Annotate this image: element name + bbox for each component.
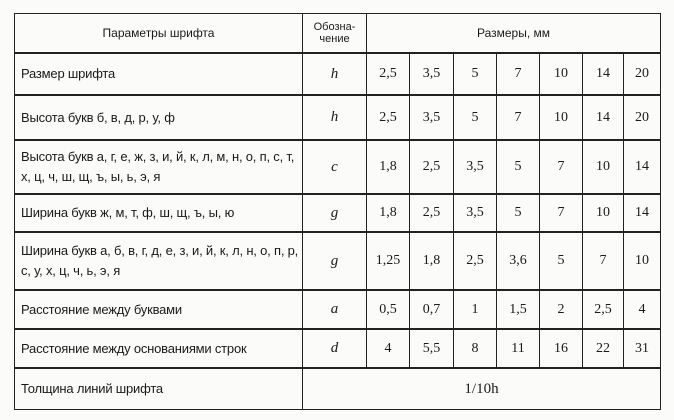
value-cell: 2 [539,289,583,330]
value-cell: 20 [623,94,661,141]
value-cell: 0,5 [366,289,410,330]
table-row-line-thickness: Толщина линий шрифта 1/10h [14,367,661,410]
value-cell: 7 [539,139,583,195]
value-cell: 1,8 [366,193,410,233]
value-cell: 1 [453,289,497,330]
param-cell: Расстояние между буквами [14,289,303,330]
param-cell: Высота букв б, в, д, р, у, ф [14,94,303,141]
table-row: Высота букв б, в, д, р, у, ф h 2,5 3,5 5 7 10 1… [14,94,661,141]
value-cell: 1,8 [366,139,410,195]
value-cell: 14 [623,139,661,195]
value-cell: 1/10h [302,367,661,410]
value-cell: 0,7 [409,289,454,330]
header-row: Параметры шрифта Обозна- чение Размеры, … [14,13,661,54]
value-cell: 5,5 [409,328,454,369]
value-cell: 5 [496,139,540,195]
symbol-cell: c [302,139,367,195]
value-cell: 22 [582,328,624,369]
value-cell: 3,5 [409,52,454,96]
value-cell: 2,5 [366,52,410,96]
value-cell: 11 [496,328,540,369]
symbol-cell: d [302,328,367,369]
value-cell: 4 [623,289,661,330]
font-parameters-table: Параметры шрифта Обозна- чение Размеры, … [14,13,661,410]
value-cell: 7 [496,94,540,141]
table-row: Расстояние между основаниями строк d 4 5,5 8… [14,328,661,369]
value-cell: 4 [366,328,410,369]
value-cell: 3,5 [453,139,497,195]
table-row: Ширина букв а, б, в, г, д, е, з, и, й, к… [14,231,661,291]
value-cell: 10 [539,52,583,96]
symbol-cell: h [302,52,367,96]
value-cell: 14 [623,193,661,233]
header-sizes: Размеры, мм [366,13,661,54]
symbol-cell: a [302,289,367,330]
param-cell: Ширина букв а, б, в, г, д, е, з, и, й, к… [14,231,303,291]
value-cell: 2,5 [409,193,454,233]
value-cell: 7 [496,52,540,96]
table-row: Ширина букв ж, м, т, ф, ш, щ, ъ, ы, ю g 1,… [14,193,661,233]
value-cell: 5 [453,52,497,96]
value-cell: 2,5 [366,94,410,141]
value-cell: 2,5 [582,289,624,330]
value-cell: 1,5 [496,289,540,330]
value-cell: 5 [539,231,583,291]
value-cell: 7 [539,193,583,233]
value-cell: 1,25 [366,231,410,291]
value-cell: 2,5 [453,231,497,291]
value-cell: 5 [453,94,497,141]
header-param: Параметры шрифта [14,13,303,54]
value-cell: 16 [539,328,583,369]
value-cell: 5 [496,193,540,233]
table-row: Расстояние между буквами a 0,5 0,7 1 1,5 2 2,5 4 [14,289,661,330]
param-cell: Высота букв а, г, е, ж, з, и, й, к, л, м… [14,139,303,195]
param-cell: Расстояние между основаниями строк [14,328,303,369]
value-cell: 1,8 [409,231,454,291]
value-cell: 8 [453,328,497,369]
value-cell: 3,6 [496,231,540,291]
value-cell: 10 [582,193,624,233]
value-cell: 10 [539,94,583,141]
param-cell: Толщина линий шрифта [14,367,303,410]
value-cell: 14 [582,94,624,141]
table-row: Высота букв а, г, е, ж, з, и, й, к, л, м… [14,139,661,195]
param-cell: Размер шрифта [14,52,303,96]
value-cell: 14 [582,52,624,96]
table-row: Размер шрифта h 2,5 3,5 5 7 10 14 20 [14,52,661,96]
symbol-cell: g [302,231,367,291]
value-cell: 3,5 [453,193,497,233]
value-cell: 3,5 [409,94,454,141]
value-cell: 10 [582,139,624,195]
value-cell: 20 [623,52,661,96]
symbol-cell: h [302,94,367,141]
value-cell: 2,5 [409,139,454,195]
symbol-cell: g [302,193,367,233]
value-cell: 31 [623,328,661,369]
value-cell: 10 [623,231,661,291]
header-symbol: Обозна- чение [302,13,367,54]
value-cell: 7 [582,231,624,291]
param-cell: Ширина букв ж, м, т, ф, ш, щ, ъ, ы, ю [14,193,303,233]
